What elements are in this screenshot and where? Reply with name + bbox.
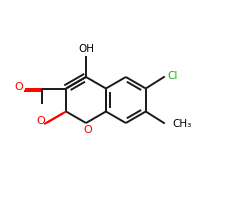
Text: OH: OH — [78, 44, 94, 54]
Text: O: O — [84, 125, 92, 135]
Text: CH₃: CH₃ — [173, 118, 192, 129]
Text: O: O — [37, 116, 45, 127]
Text: O: O — [15, 82, 24, 92]
Text: Cl: Cl — [167, 71, 178, 81]
